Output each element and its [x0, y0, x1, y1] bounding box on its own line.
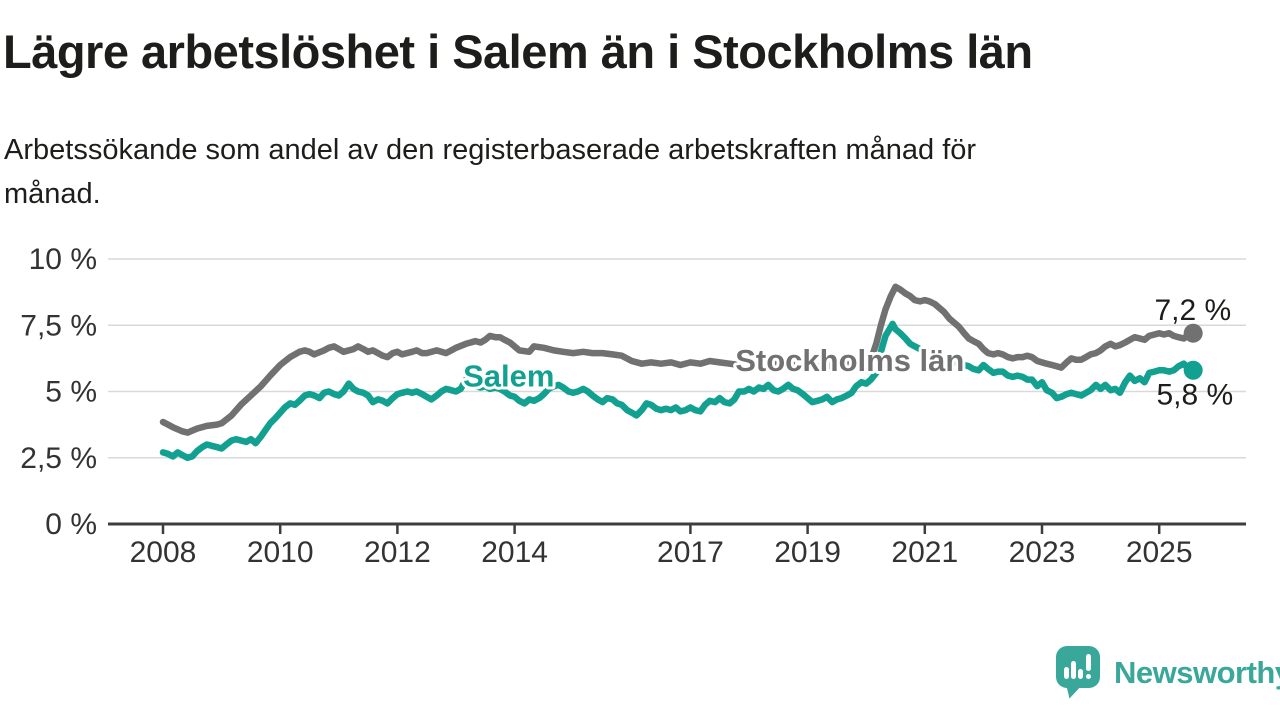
x-axis-tick-label: 2010	[247, 536, 314, 569]
x-axis-tick-label: 2021	[891, 536, 958, 569]
series-label-stockholms-län: Stockholms län	[735, 343, 964, 378]
y-axis-tick-label: 2,5 %	[20, 442, 97, 475]
x-axis-tick-label: 2014	[481, 536, 548, 569]
series-end-value-salem: 5,8 %	[1156, 378, 1233, 411]
newsworthy-logo-text: Newsworthy	[1114, 655, 1280, 690]
y-axis-tick-label: 0 %	[45, 508, 97, 541]
x-axis-tick-label: 2008	[130, 536, 197, 569]
series-end-value-stockholms-län: 7,2 %	[1154, 294, 1231, 327]
chart-subtitle-line2: månad.	[4, 178, 101, 210]
x-axis-tick-label: 2025	[1126, 536, 1193, 569]
y-axis-tick-label: 5 %	[45, 376, 97, 409]
chart-subtitle: Arbetssökande som andel av den registerb…	[4, 128, 976, 216]
x-axis-tick-label: 2023	[1009, 536, 1076, 569]
newsworthy-logo: Newsworthy	[1056, 646, 1280, 700]
series-line-salem	[159, 320, 1197, 462]
series-end-dot-salem	[1183, 360, 1203, 380]
x-axis-tick-label: 2017	[657, 536, 724, 569]
y-axis-tick-label: 7,5 %	[20, 309, 97, 342]
series-end-dot-stockholms-län	[1183, 323, 1203, 343]
x-axis-tick-label: 2019	[774, 536, 841, 569]
chart-subtitle-line1: Arbetssökande som andel av den registerb…	[4, 134, 977, 166]
page-title: Lägre arbetslöshet i Salem än i Stockhol…	[3, 25, 1033, 78]
newsworthy-logo-icon	[1056, 646, 1100, 699]
series-line-stockholms-län	[159, 283, 1197, 436]
series-label-salem: Salem	[463, 359, 554, 394]
x-axis-tick-label: 2012	[364, 536, 431, 569]
y-axis-tick-label: 10 %	[29, 243, 97, 276]
